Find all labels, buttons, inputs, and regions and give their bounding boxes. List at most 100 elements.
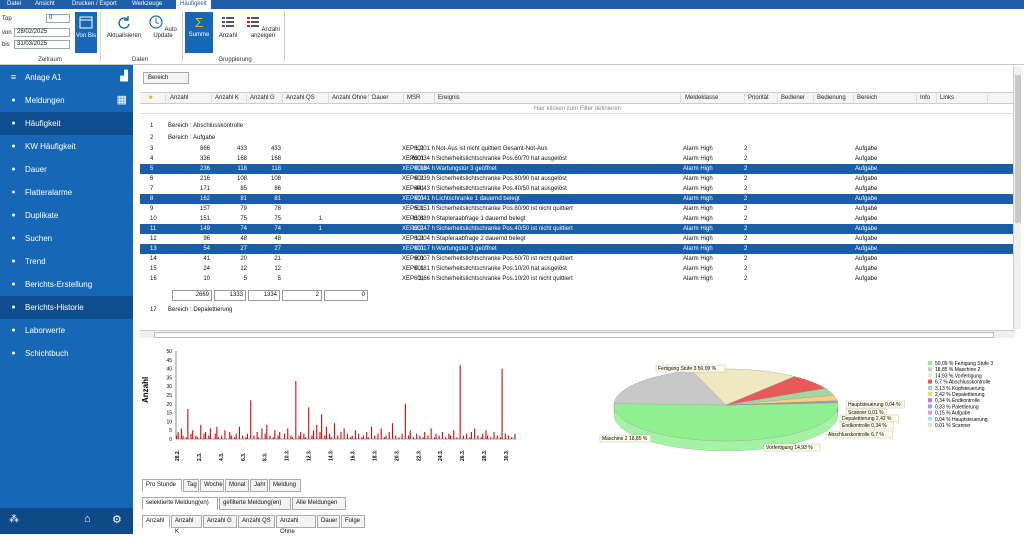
filter-tabs-0[interactable]: selektierte Meldung(en)	[142, 497, 218, 510]
summe-button[interactable]: Σ Summe	[185, 12, 213, 53]
chart-tabs-0[interactable]: Pro Stunde	[142, 479, 182, 492]
filter-tabs-1[interactable]: gefilterte Meldung(en)	[219, 497, 291, 510]
star-icon[interactable]: ★	[148, 92, 166, 104]
column-header[interactable]: Bedienung	[815, 92, 854, 104]
bis-date-input[interactable]: 31/03/2025	[14, 40, 70, 49]
von-bis-button[interactable]: Von Bis	[75, 12, 97, 53]
vertical-scrollbar[interactable]	[1013, 67, 1021, 329]
sidebar-item-8[interactable]: ●Berichts-Erstellung	[0, 273, 133, 296]
metric-tabs-6[interactable]: Folge	[341, 515, 365, 528]
metric-tabs-1[interactable]: Anzahl K	[171, 515, 202, 528]
metric-tabs-5[interactable]: Dauer	[317, 515, 340, 528]
sidebar-item-1[interactable]: ●Häufigkeit	[0, 112, 133, 135]
bar	[497, 435, 498, 439]
sidebar-item-9[interactable]: ●Berichts-Historie	[0, 296, 133, 319]
aktualisieren-button[interactable]: Aktualisieren	[104, 15, 144, 39]
metric-tabs-0[interactable]: Anzahl	[142, 515, 170, 528]
group-row[interactable]: 2 Bereich : Aufgabe	[140, 133, 1015, 143]
filter-row[interactable]: Hier klicken zum Filter definieren	[140, 105, 1015, 114]
table-cell-k: 79	[213, 204, 247, 214]
column-header[interactable]: Priorität	[746, 92, 778, 104]
von-date-input[interactable]: 28/02/2025	[14, 28, 70, 37]
sidebar-item-10[interactable]: ●Laborwerte	[0, 319, 133, 342]
bar	[279, 432, 280, 439]
column-header[interactable]: Anzahl G	[248, 92, 283, 104]
bar	[350, 437, 351, 439]
sidebar-item-11[interactable]: ●Schichtbuch	[0, 342, 133, 365]
column-header[interactable]: Ereignis	[436, 92, 681, 104]
chart-tabs-2[interactable]: Woche	[200, 479, 224, 492]
table-cell-prio: 2	[744, 164, 764, 174]
home-icon[interactable]: ⌂	[84, 513, 91, 525]
column-header[interactable]: Anzahl Ohne	[330, 92, 369, 104]
chart-tabs-4[interactable]: Jahr	[250, 479, 268, 492]
network-icon[interactable]: ⁂	[9, 514, 19, 525]
tab-datei[interactable]: Datei	[3, 0, 25, 9]
pie-callout-text: Hauptsteuerung 0,04 %	[848, 402, 901, 408]
column-header[interactable]: Links	[938, 92, 988, 104]
column-header[interactable]: Anzahl QS	[284, 92, 329, 104]
chart-tabs-3[interactable]: Monat	[225, 479, 249, 492]
top-input[interactable]: 0	[46, 14, 70, 23]
tab-ansicht[interactable]: Ansicht	[31, 0, 59, 9]
chart-tabs-1[interactable]: Tag	[183, 479, 199, 492]
x-tick-label: 12.3.	[307, 449, 313, 461]
anzahl-button[interactable]: Anzahl	[216, 15, 240, 39]
grid-icon[interactable]: ▦	[117, 89, 127, 112]
group-row[interactable]: 17 Bereich : Depalettierung	[140, 305, 1015, 315]
chart-tabs-5[interactable]: Meldung	[269, 479, 301, 492]
metric-tabs-3[interactable]: Anzahl QS	[238, 515, 275, 528]
scrollbar-thumb[interactable]	[154, 332, 994, 338]
scrollbar-thumb[interactable]	[1015, 75, 1021, 223]
bar	[511, 437, 512, 439]
chart-icon[interactable]: ▟	[120, 71, 128, 83]
tab-werkzeuge[interactable]: Werkzeuge	[128, 0, 166, 9]
bar	[485, 430, 486, 439]
metric-tabs-4[interactable]: Anzahl Ohne	[276, 515, 316, 528]
column-header[interactable]: Anzahl K	[213, 92, 247, 104]
column-header[interactable]: Meldeklasse	[683, 92, 745, 104]
tab-drucken-export[interactable]: Drucken / Export	[68, 0, 121, 9]
bar	[273, 437, 274, 439]
sidebar-item-6[interactable]: ●Suchen	[0, 227, 133, 250]
horizontal-scrollbar[interactable]	[140, 330, 1015, 338]
table-cell-msr: XEP601	[402, 144, 432, 154]
column-header[interactable]: Bereich	[855, 92, 917, 104]
sidebar-item-2[interactable]: ●KW Häufigkeit	[0, 135, 133, 158]
sidebar-header[interactable]: ≡ Anlage A1 ▟	[0, 66, 133, 89]
column-header[interactable]: Bediener	[779, 92, 814, 104]
group-by-chip[interactable]: Bereich	[143, 72, 189, 84]
anzahl-anzeigen-button[interactable]: Anzahl anzeigen	[246, 15, 280, 39]
column-header[interactable]: Dauer	[370, 92, 404, 104]
tab-haeufigkeit[interactable]: Häufigkeit	[176, 0, 211, 9]
column-header[interactable]: MSR	[405, 92, 435, 104]
column-header[interactable]: Anzahl	[168, 92, 212, 104]
metric-tabs-2[interactable]: Anzahl G	[203, 515, 237, 528]
y-tick-label: 30	[166, 384, 172, 390]
filter-tabs-2[interactable]: Alle Meldungen	[292, 497, 346, 510]
sidebar-item-0[interactable]: ●Meldungen▦	[0, 89, 133, 112]
table-cell-g: 81	[248, 194, 281, 204]
sidebar-item-4[interactable]: ●Flatteralarme	[0, 181, 133, 204]
group-row[interactable]: 1 Bereich : Abschlusskontrolle	[140, 121, 1015, 131]
column-header[interactable]: Info	[918, 92, 937, 104]
sidebar-item-7[interactable]: ●Trend	[0, 250, 133, 273]
sidebar-item-5[interactable]: ●Duplikate	[0, 204, 133, 227]
sidebar-item-3[interactable]: ●Dauer	[0, 158, 133, 181]
gear-icon[interactable]: ⚙	[112, 513, 122, 526]
auto-update-button[interactable]: Auto Update	[148, 15, 178, 39]
